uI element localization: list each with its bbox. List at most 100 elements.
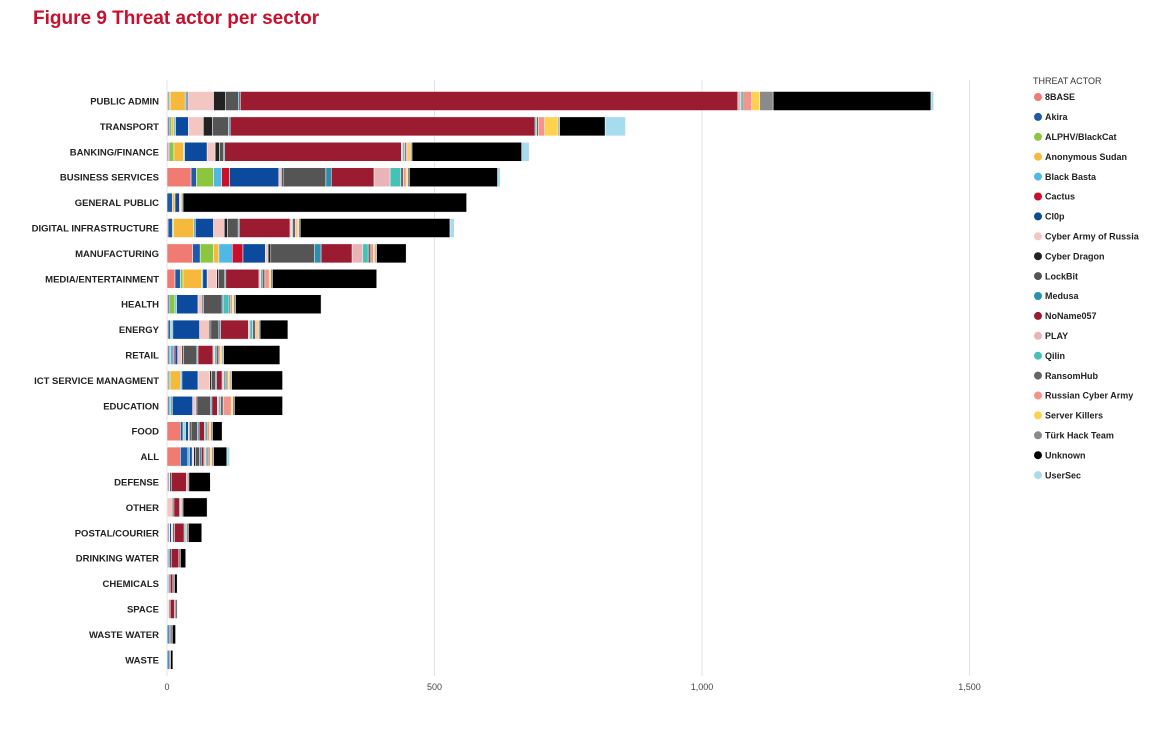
bar-segment (220, 396, 224, 416)
bar-segment (376, 243, 407, 264)
bar-segment (403, 167, 407, 187)
bar-segment (225, 91, 239, 111)
bar-segment (195, 218, 214, 238)
legend-swatch (1034, 471, 1042, 480)
bar-segment (231, 370, 283, 391)
legend-swatch (1034, 212, 1042, 221)
bar-segment (211, 396, 218, 416)
category-labels: PUBLIC ADMIN TRANSPORT BANKING/FINANCE BUSI… (32, 97, 160, 667)
bar-segment (197, 370, 211, 391)
bar-segment (267, 243, 272, 264)
bar-segment (223, 345, 281, 365)
bar-segment (314, 243, 322, 264)
bar-segment (169, 599, 175, 619)
bar-segment (270, 243, 315, 264)
bar-segment (197, 345, 214, 365)
bar-segment (229, 116, 536, 137)
bar-segment (751, 91, 761, 111)
bar-segment (212, 421, 223, 441)
bar-segment (223, 218, 228, 238)
legend-label: Qilin (1045, 351, 1065, 361)
bar-segment (188, 472, 211, 492)
category-label: WASTE WATER (89, 630, 159, 641)
category-label: BUSINESS SERVICES (60, 173, 159, 184)
bar-segment (559, 116, 606, 137)
bar-segment (224, 142, 402, 162)
category-label: SPACE (127, 605, 159, 616)
bar-segment (177, 345, 183, 365)
bar-segment (180, 269, 184, 289)
bar-segment (182, 192, 467, 213)
bar-segment (189, 446, 193, 467)
legend-label: Anonymous Sudan (1045, 152, 1127, 162)
category-label: ICT SERVICE MANAGMENT (34, 376, 159, 387)
bar-segment (299, 218, 451, 238)
bar-segment (166, 167, 192, 187)
legend-label: Cl0p (1045, 212, 1065, 222)
bar-segment (196, 396, 211, 416)
bar-segment (175, 599, 178, 619)
bar-segment (213, 243, 220, 264)
bar-segment (167, 319, 171, 340)
category-label: CHEMICALS (103, 579, 159, 590)
bar-segment (213, 91, 226, 111)
bar-segment (174, 523, 185, 543)
category-label: GENERAL PUBLIC (75, 198, 159, 209)
legend-label: Black Basta (1045, 172, 1097, 182)
bar-segment (190, 421, 198, 441)
x-axis-ticks: 0 500 1,000 1,500 (164, 682, 980, 692)
bar-segment (180, 446, 189, 467)
bar-segment (206, 269, 218, 289)
legend-swatch (1034, 232, 1042, 241)
legend-label: Medusa (1045, 291, 1080, 301)
bar-segment (169, 294, 176, 314)
legend-label: Server Killers (1045, 411, 1103, 421)
legend-label: Russian Cyber Army (1045, 391, 1133, 401)
legend-swatch (1034, 371, 1042, 380)
bar-segment (238, 218, 291, 238)
bar-segment (188, 116, 204, 137)
legend: THREAT ACTOR 8BASE Akira ALPHV/BlackCat Anon… (1033, 76, 1140, 480)
bar-segment (171, 548, 180, 568)
bar-segment (169, 573, 174, 594)
bar-segment (171, 116, 175, 137)
category-label: TRANSPORT (100, 122, 159, 133)
bar-segment (222, 396, 232, 416)
legend-label: 8BASE (1045, 92, 1075, 102)
bar-segment (174, 192, 180, 213)
bar-segment (229, 167, 280, 187)
category-label: HEALTH (121, 300, 159, 311)
bar-segment (192, 243, 201, 264)
bar-segment (218, 269, 226, 289)
bar-segment (225, 269, 260, 289)
bar-segment (172, 396, 193, 416)
bar-segment (173, 218, 194, 238)
bar-segment (175, 116, 189, 137)
bar-segment (216, 370, 223, 391)
bar-segment (325, 167, 332, 187)
bar-segment (930, 91, 934, 111)
bar-segment (166, 192, 173, 213)
legend-swatch (1034, 351, 1042, 360)
bar-segment (249, 319, 253, 340)
bar-segment (351, 243, 364, 264)
bar-segment (192, 396, 197, 416)
bar-segment (169, 142, 175, 162)
category-label: MEDIA/ENTERTAINMENT (45, 274, 159, 285)
legend-label: Cyber Army of Russia (1045, 232, 1140, 242)
bar-segment (232, 243, 244, 264)
legend-label: ALPHV/BlackCat (1045, 132, 1117, 142)
bar-segment (227, 218, 239, 238)
bar-segment (218, 243, 233, 264)
bar-segment (373, 167, 391, 187)
category-label: DIGITAL INFRASTRUCTURE (32, 224, 159, 235)
bar-segment (259, 319, 289, 340)
bar-segment (214, 142, 220, 162)
bar-segment (182, 269, 203, 289)
category-label: OTHER (126, 503, 159, 514)
category-label: DEFENSE (114, 478, 159, 489)
bar-segment (407, 142, 411, 162)
category-label: MANUFACTURING (75, 249, 159, 260)
category-label: POSTAL/COURIER (75, 528, 159, 539)
